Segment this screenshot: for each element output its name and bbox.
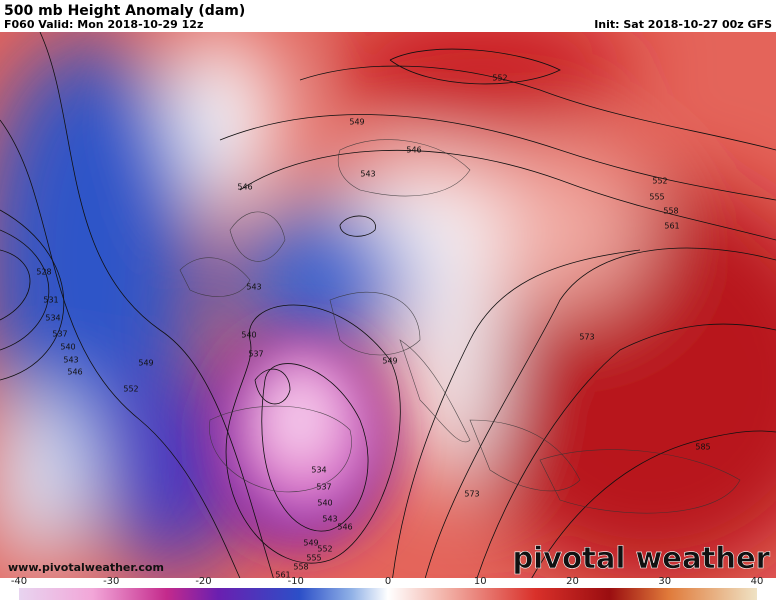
colorbar-tick-label: 40: [751, 576, 764, 587]
contour-label: 549: [303, 539, 318, 548]
contour-label: 537: [316, 483, 331, 492]
contour-label: 546: [337, 523, 352, 532]
colorbar-tick-label: 10: [474, 576, 487, 587]
colorbar-tick-label: -30: [103, 576, 119, 587]
contour-label: 552: [492, 74, 507, 83]
contour-label: 546: [237, 183, 252, 192]
contour-label: 552: [652, 177, 667, 186]
contour-label: 555: [306, 554, 321, 563]
contour-label: 549: [382, 357, 397, 366]
contour-label: 546: [67, 368, 82, 377]
title: 500 mb Height Anomaly (dam): [4, 3, 245, 19]
contour-label: 531: [43, 296, 58, 305]
contour-label: 543: [322, 515, 337, 524]
contour-label: 534: [45, 314, 60, 323]
contour-label: 552: [317, 545, 332, 554]
colorbar-tick-label: 0: [385, 576, 391, 587]
contour-label: 549: [138, 359, 153, 368]
contour-label: 534: [311, 466, 326, 475]
contour-label: 561: [275, 571, 290, 580]
colorbar: [19, 588, 757, 600]
contour-label: 558: [663, 207, 678, 216]
contour-label: 543: [360, 170, 375, 179]
contour-label: 573: [579, 333, 594, 342]
contour-label: 537: [248, 350, 263, 359]
contour-label: 543: [246, 283, 261, 292]
init-time: Init: Sat 2018-10-27 00z GFS: [594, 18, 772, 31]
colorbar-tick-label: -10: [288, 576, 304, 587]
contour-label: 585: [695, 443, 710, 452]
contour-label: 537: [52, 330, 67, 339]
contour-label: 540: [60, 343, 75, 352]
colorbar-tick-label: -40: [11, 576, 27, 587]
contour-label: 528: [36, 268, 51, 277]
contour-label: 558: [293, 563, 308, 572]
contour-label: 540: [241, 331, 256, 340]
valid-time: F060 Valid: Mon 2018-10-29 12z: [4, 18, 203, 31]
contour-label: 540: [317, 499, 332, 508]
contour-label: 543: [63, 356, 78, 365]
map: www.pivotalweather.com pivotal weather 5…: [0, 32, 776, 580]
contour-label: 552: [123, 385, 138, 394]
contour-label: 573: [464, 490, 479, 499]
contour-label: 546: [406, 146, 421, 155]
colorbar-tick-label: 30: [658, 576, 671, 587]
contour-label: 555: [649, 193, 664, 202]
watermark: www.pivotalweather.com: [8, 561, 164, 574]
colorbar-tick-label: -20: [195, 576, 211, 587]
contour-label: 561: [664, 222, 679, 231]
logo: pivotal weather: [512, 541, 770, 575]
contour-label: 549: [349, 118, 364, 127]
colorbar-tick-label: 20: [566, 576, 579, 587]
